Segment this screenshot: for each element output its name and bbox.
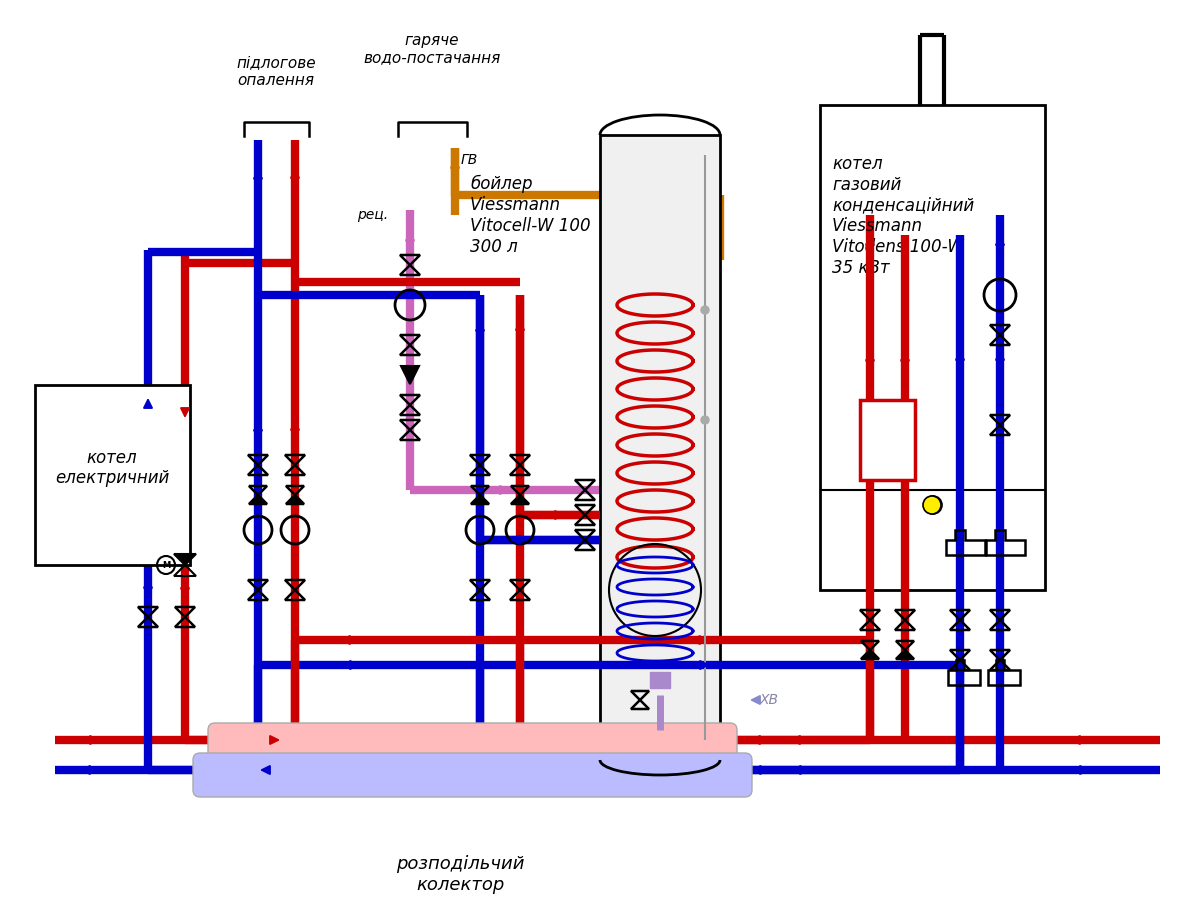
Text: розподільчий
колектор: розподільчий колектор [396,855,524,894]
Text: рец.: рец. [356,208,388,222]
Bar [860,400,916,480]
Bar [600,135,720,760]
Polygon shape [511,495,529,504]
Circle shape [701,306,709,314]
Text: котел
електричний: котел електричний [55,448,169,487]
Circle shape [924,496,942,514]
Polygon shape [470,495,490,504]
Text: бойлер
Viessmann
Vitocell-W 100
300 л: бойлер Viessmann Vitocell-W 100 300 л [470,175,590,255]
Circle shape [701,416,709,424]
Polygon shape [250,495,266,504]
Bar [650,672,670,688]
Text: котел
газовий
конденсаційний
Viessmann
Vitodens 100-W
35 кВт: котел газовий конденсаційний Viessmann V… [832,155,974,277]
Polygon shape [286,495,304,504]
Polygon shape [862,650,878,659]
Text: підлогове
опалення: підлогове опалення [236,56,316,88]
Text: M: M [162,561,170,570]
Text: ХВ: ХВ [760,693,779,707]
Text: ГВ: ГВ [461,153,479,167]
Polygon shape [174,554,196,565]
Polygon shape [401,366,419,384]
FancyBboxPatch shape [193,753,752,797]
Text: гаряче
водо-постачання: гаряче водо-постачання [364,32,500,65]
Bar [35,385,190,565]
Circle shape [923,496,941,514]
Polygon shape [896,650,914,659]
FancyBboxPatch shape [208,723,737,767]
Bar [820,105,1045,590]
